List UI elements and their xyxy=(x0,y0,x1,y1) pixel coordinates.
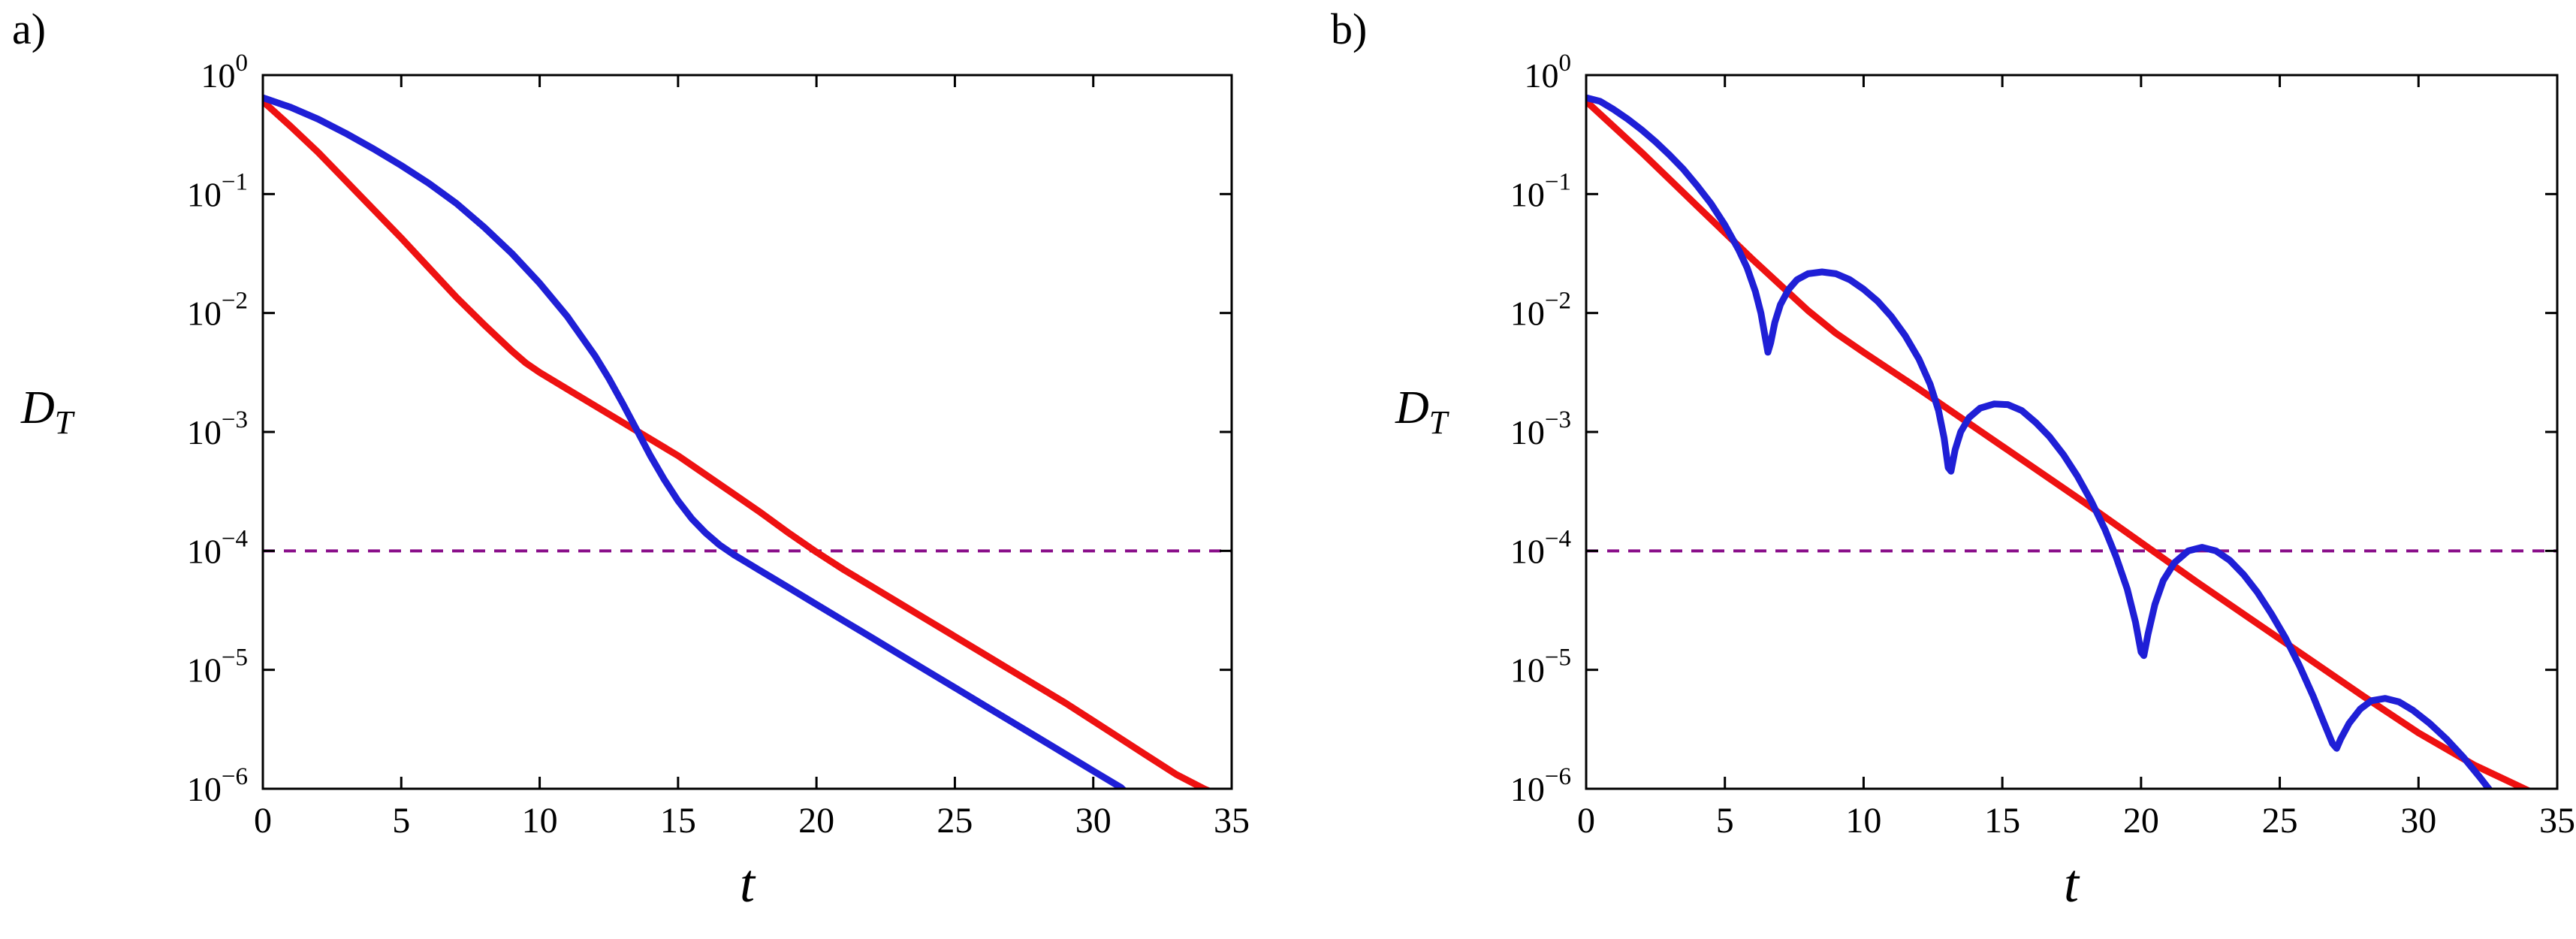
x-tick-label: 25 xyxy=(937,801,973,841)
x-axis-label-a: t xyxy=(739,853,755,913)
x-tick-label: 0 xyxy=(1577,801,1595,841)
y-tick-label: 10−1 xyxy=(1510,168,1571,213)
y-tick-label: 10−2 xyxy=(187,288,248,333)
red-curve xyxy=(1586,98,2533,789)
y-axis-label-b-sub: T xyxy=(1428,404,1448,441)
x-tick-label: 30 xyxy=(1075,801,1112,841)
y-tick-label: 10−4 xyxy=(187,525,248,570)
x-tick-label: 5 xyxy=(392,801,410,841)
x-tick-label: 10 xyxy=(522,801,558,841)
x-tick-label: 25 xyxy=(2262,801,2298,841)
y-tick-label: 100 xyxy=(201,50,249,95)
blue-curve xyxy=(1586,94,2493,789)
y-tick-label: 10−3 xyxy=(187,406,248,451)
y-tick-label: 100 xyxy=(1525,50,1572,95)
panel-a: 0 5 10 15 20 25 30 35 100 10−1 10−2 10−3 10−4 10−5 10−… xyxy=(187,50,1250,841)
y-tick-label: 10−5 xyxy=(1510,645,1571,690)
y-axis-label-b: DT xyxy=(1395,385,1447,439)
x-tick-label: 0 xyxy=(254,801,272,841)
y-axis-label-a: DT xyxy=(21,385,73,439)
panel-b-label: b) xyxy=(1331,5,1368,53)
plot-frame xyxy=(1585,74,2559,790)
x-tick-label: 20 xyxy=(798,801,834,841)
y-tick-label: 10−2 xyxy=(1510,288,1571,333)
y-tick-label: 10−6 xyxy=(187,763,248,808)
red-curve xyxy=(263,98,1213,789)
x-tick-label: 35 xyxy=(1214,801,1250,841)
x-tick-label: 15 xyxy=(660,801,696,841)
panel-a-label: a) xyxy=(12,5,47,53)
y-axis-label-a-base: D xyxy=(21,382,55,433)
plot-frame xyxy=(261,74,1233,790)
y-tick-label: 10−5 xyxy=(187,645,248,690)
y-axis-label-a-sub: T xyxy=(54,404,74,441)
x-tick-label: 30 xyxy=(2400,801,2436,841)
y-axis-label-b-base: D xyxy=(1395,382,1429,433)
blue-curve xyxy=(263,94,1127,789)
y-tick-label: 10−1 xyxy=(187,168,248,213)
y-tick-label: 10−4 xyxy=(1510,525,1571,570)
x-tick-label: 20 xyxy=(2123,801,2159,841)
y-tick-label: 10−6 xyxy=(1510,763,1571,808)
x-tick-label: 35 xyxy=(2539,801,2575,841)
x-axis-label-b: t xyxy=(2063,853,2079,913)
x-tick-label: 10 xyxy=(1845,801,1881,841)
panel-b: 0 5 10 15 20 25 30 35 100 10−1 10−2 10−3 10−4 10−5 10−… xyxy=(1510,50,2575,841)
x-tick-label: 15 xyxy=(1984,801,2020,841)
x-tick-label: 5 xyxy=(1716,801,1734,841)
y-tick-label: 10−3 xyxy=(1510,406,1571,451)
